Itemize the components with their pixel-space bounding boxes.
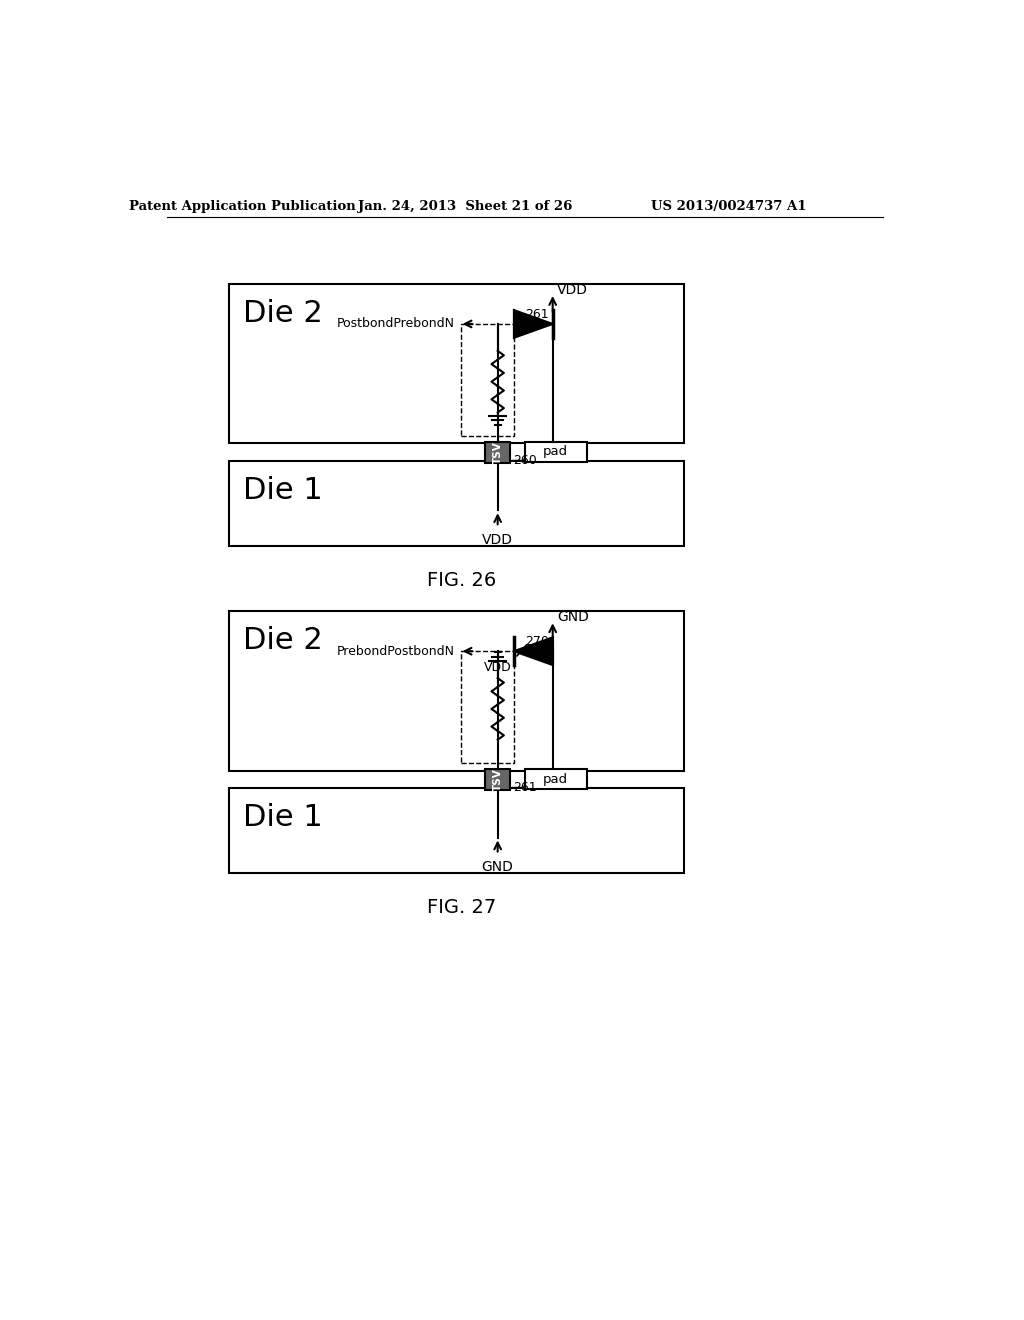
Text: FIG. 27: FIG. 27 (427, 898, 496, 917)
Text: 260: 260 (513, 454, 537, 467)
Bar (461, 323, 514, 436)
Bar (228, 461, 684, 545)
Text: PrebondPostbondN: PrebondPostbondN (337, 644, 455, 657)
Text: TSV: TSV (493, 768, 503, 791)
Text: US 2013/0024737 A1: US 2013/0024737 A1 (651, 201, 806, 214)
Bar (228, 284, 684, 444)
Text: GND: GND (481, 859, 514, 874)
Bar (485, 770, 510, 789)
Text: TSV: TSV (493, 441, 503, 463)
Text: PostbondPrebondN: PostbondPrebondN (337, 317, 455, 330)
Bar (524, 770, 587, 789)
Text: VDD: VDD (482, 532, 513, 546)
Text: pad: pad (544, 772, 568, 785)
Text: Patent Application Publication: Patent Application Publication (129, 201, 356, 214)
Text: Die 2: Die 2 (243, 626, 323, 655)
Text: FIG. 26: FIG. 26 (427, 570, 496, 590)
Bar (485, 442, 510, 462)
Bar (228, 788, 684, 873)
Text: Die 2: Die 2 (243, 298, 323, 327)
Text: GND: GND (557, 610, 589, 624)
Text: Die 1: Die 1 (243, 803, 323, 832)
Bar (228, 611, 684, 771)
Text: pad: pad (544, 445, 568, 458)
Polygon shape (514, 310, 553, 338)
Text: 261: 261 (524, 308, 549, 321)
Text: Die 1: Die 1 (243, 475, 323, 504)
Text: 261: 261 (513, 781, 537, 795)
Bar (461, 651, 514, 763)
Bar (524, 442, 587, 462)
Polygon shape (514, 638, 553, 665)
Text: VDD: VDD (483, 661, 512, 675)
Text: VDD: VDD (557, 282, 589, 297)
Text: 270: 270 (524, 635, 549, 648)
Text: Jan. 24, 2013  Sheet 21 of 26: Jan. 24, 2013 Sheet 21 of 26 (358, 201, 572, 214)
